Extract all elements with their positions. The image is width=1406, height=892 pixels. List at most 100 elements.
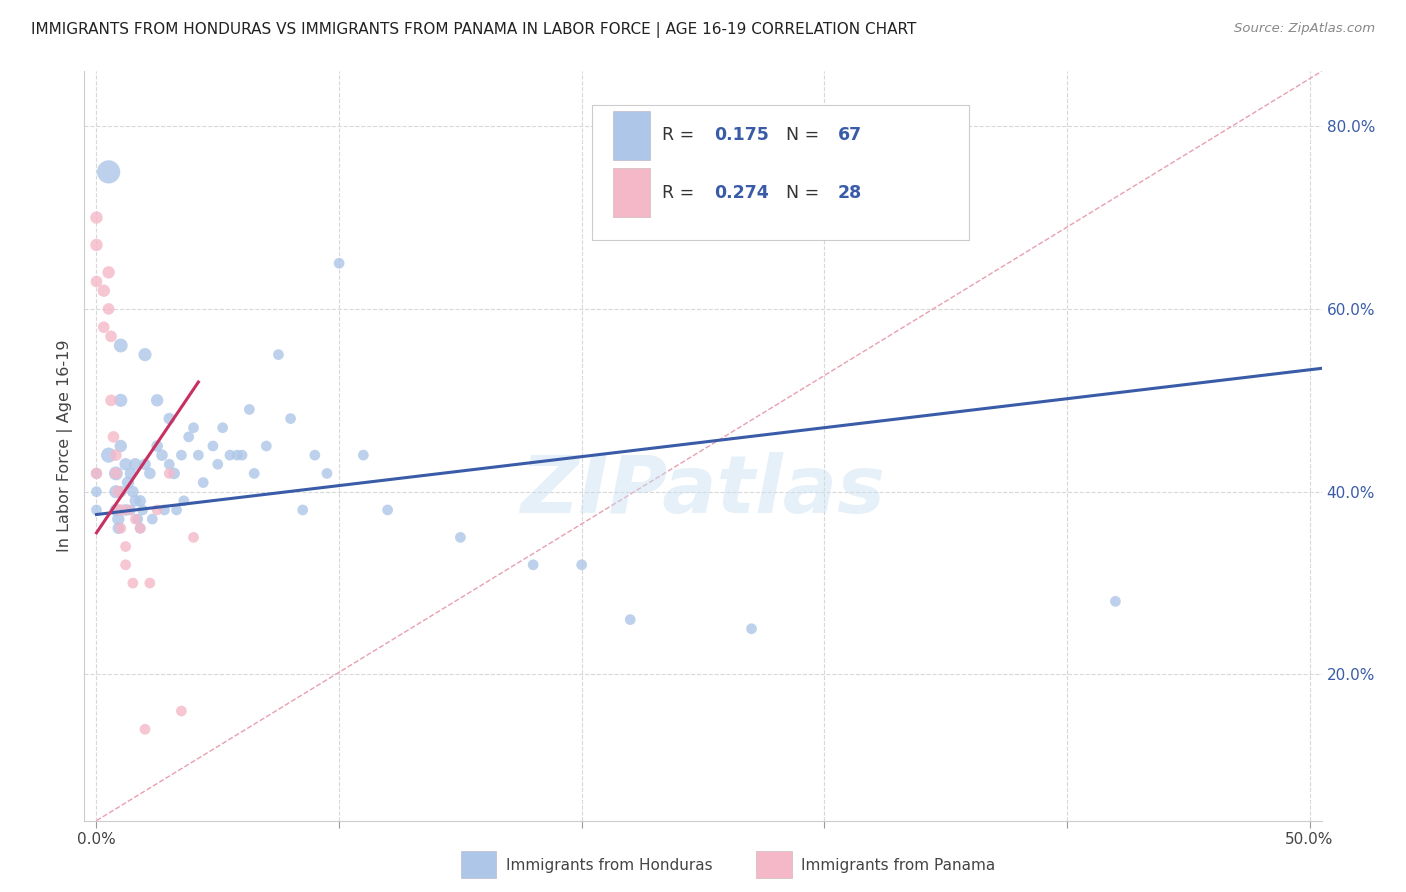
Point (122, 576, 145, 591)
Point (157, 467, 180, 481)
Point (170, 704, 193, 718)
Point (328, 256, 350, 270)
Point (129, 521, 152, 535)
Text: N =: N = (786, 184, 825, 202)
Point (173, 493, 195, 508)
Point (86, 238, 108, 252)
Point (291, 503, 314, 517)
Point (124, 493, 146, 508)
Text: IMMIGRANTS FROM HONDURAS VS IMMIGRANTS FROM PANAMA IN LABOR FORCE | AGE 16-19 CO: IMMIGRANTS FROM HONDURAS VS IMMIGRANTS F… (31, 22, 917, 38)
Point (120, 467, 142, 481)
Point (117, 475, 139, 490)
Point (238, 402, 260, 417)
Point (93, 284, 115, 298)
FancyBboxPatch shape (613, 169, 650, 217)
Point (183, 421, 205, 435)
Point (219, 448, 242, 462)
Text: 28: 28 (838, 184, 862, 202)
Point (141, 512, 163, 526)
Point (129, 521, 152, 535)
Point (110, 503, 132, 517)
Point (134, 348, 156, 362)
Point (134, 723, 156, 737)
Point (114, 503, 136, 517)
Point (100, 393, 122, 408)
Point (86, 211, 108, 225)
Point (193, 475, 215, 490)
Text: 0.175: 0.175 (714, 127, 769, 145)
Point (124, 512, 146, 526)
Point (449, 530, 471, 544)
Text: Source: ZipAtlas.com: Source: ZipAtlas.com (1234, 22, 1375, 36)
Point (110, 393, 132, 408)
Point (163, 467, 186, 481)
Point (134, 457, 156, 471)
Point (104, 503, 127, 517)
Text: Immigrants from Honduras: Immigrants from Honduras (506, 858, 713, 872)
Point (110, 439, 132, 453)
Point (352, 448, 374, 462)
Point (280, 411, 302, 425)
Point (166, 503, 188, 517)
Point (86, 467, 108, 481)
Point (124, 457, 146, 471)
Point (114, 540, 136, 554)
Point (139, 576, 162, 591)
Point (86, 275, 108, 289)
Point (139, 467, 162, 481)
Point (114, 558, 136, 572)
Point (522, 558, 544, 572)
Point (122, 484, 145, 499)
Point (104, 484, 127, 499)
Point (157, 411, 180, 425)
Text: R =: R = (662, 127, 700, 145)
Point (619, 613, 641, 627)
Point (243, 467, 266, 481)
Point (107, 512, 129, 526)
Point (97, 265, 120, 279)
Point (177, 430, 200, 444)
Point (146, 393, 169, 408)
Text: ZIPatlas: ZIPatlas (520, 452, 886, 530)
Point (153, 503, 176, 517)
Point (86, 503, 108, 517)
Point (146, 439, 169, 453)
Text: R =: R = (662, 184, 700, 202)
Point (107, 484, 129, 499)
Point (170, 448, 193, 462)
Point (104, 467, 127, 481)
Point (267, 348, 290, 362)
Point (117, 503, 139, 517)
Point (231, 448, 253, 462)
FancyBboxPatch shape (592, 105, 969, 240)
Point (201, 439, 224, 453)
Point (110, 484, 132, 499)
Point (304, 448, 326, 462)
Point (316, 467, 339, 481)
Text: Immigrants from Panama: Immigrants from Panama (801, 858, 995, 872)
Y-axis label: In Labor Force | Age 16-19: In Labor Force | Age 16-19 (58, 340, 73, 552)
Text: N =: N = (786, 127, 825, 145)
Point (226, 448, 249, 462)
Point (131, 503, 153, 517)
Point (187, 448, 209, 462)
Point (114, 457, 136, 471)
Point (93, 320, 115, 334)
Point (254, 439, 277, 453)
Point (377, 503, 399, 517)
Point (100, 329, 122, 343)
Point (120, 503, 142, 517)
Point (127, 512, 149, 526)
Point (110, 338, 132, 352)
Text: 0.274: 0.274 (714, 184, 769, 202)
Point (107, 521, 129, 535)
Text: 67: 67 (838, 127, 862, 145)
Point (146, 503, 169, 517)
Point (86, 484, 108, 499)
Point (97, 165, 120, 179)
Point (150, 448, 173, 462)
Point (207, 457, 229, 471)
Point (104, 448, 127, 462)
Point (97, 301, 120, 316)
Point (741, 622, 763, 636)
